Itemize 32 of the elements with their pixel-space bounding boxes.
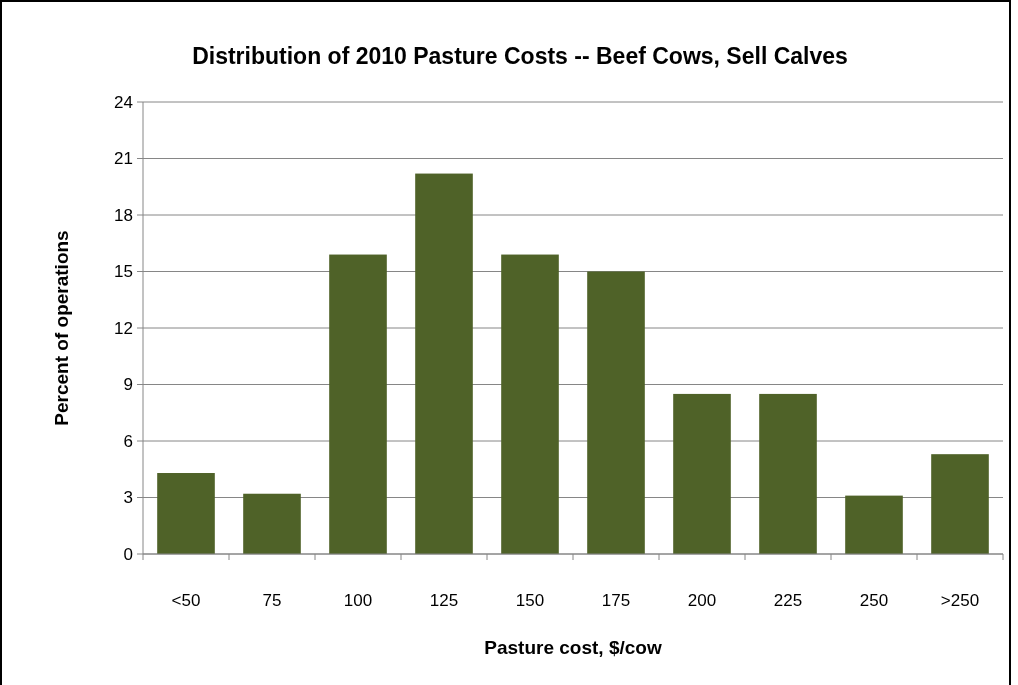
x-tick-label: 250 [859, 591, 889, 610]
y-tick-label: 24 [114, 92, 133, 112]
y-tick-label: 15 [114, 262, 133, 282]
y-tick-label: 9 [123, 375, 133, 395]
bar [673, 393, 731, 554]
y-tick-label: 3 [123, 488, 133, 508]
y-tick-label: 6 [123, 431, 133, 451]
x-tick-label: 200 [687, 591, 717, 610]
bar [415, 173, 473, 554]
y-axis-title: Percent of operations [51, 230, 72, 426]
x-tick-label: >250 [940, 591, 980, 610]
x-tick-label: 225 [773, 591, 803, 610]
y-tick-label: 12 [114, 318, 133, 338]
y-tick-label: 0 [123, 544, 133, 564]
bar [329, 254, 387, 554]
bar [243, 493, 301, 554]
y-tick-label: 21 [114, 149, 133, 169]
bar [931, 454, 989, 554]
chart-title: Distribution of 2010 Pasture Costs -- Beef Cows, Sell Calves [192, 43, 848, 69]
x-tick-label: 175 [601, 591, 631, 610]
bar [759, 393, 817, 554]
x-tick-label: 100 [343, 591, 373, 610]
x-tick-label: 125 [429, 591, 459, 610]
x-axis-title: Pasture cost, $/cow [484, 637, 662, 658]
x-tick-label: <50 [171, 591, 201, 610]
x-tick-label: 75 [262, 591, 282, 610]
x-tick-label: 150 [515, 591, 545, 610]
y-tick-label: 18 [114, 205, 133, 225]
bar [587, 271, 645, 554]
bar [845, 495, 903, 554]
bar [157, 473, 215, 554]
bar [501, 254, 559, 554]
